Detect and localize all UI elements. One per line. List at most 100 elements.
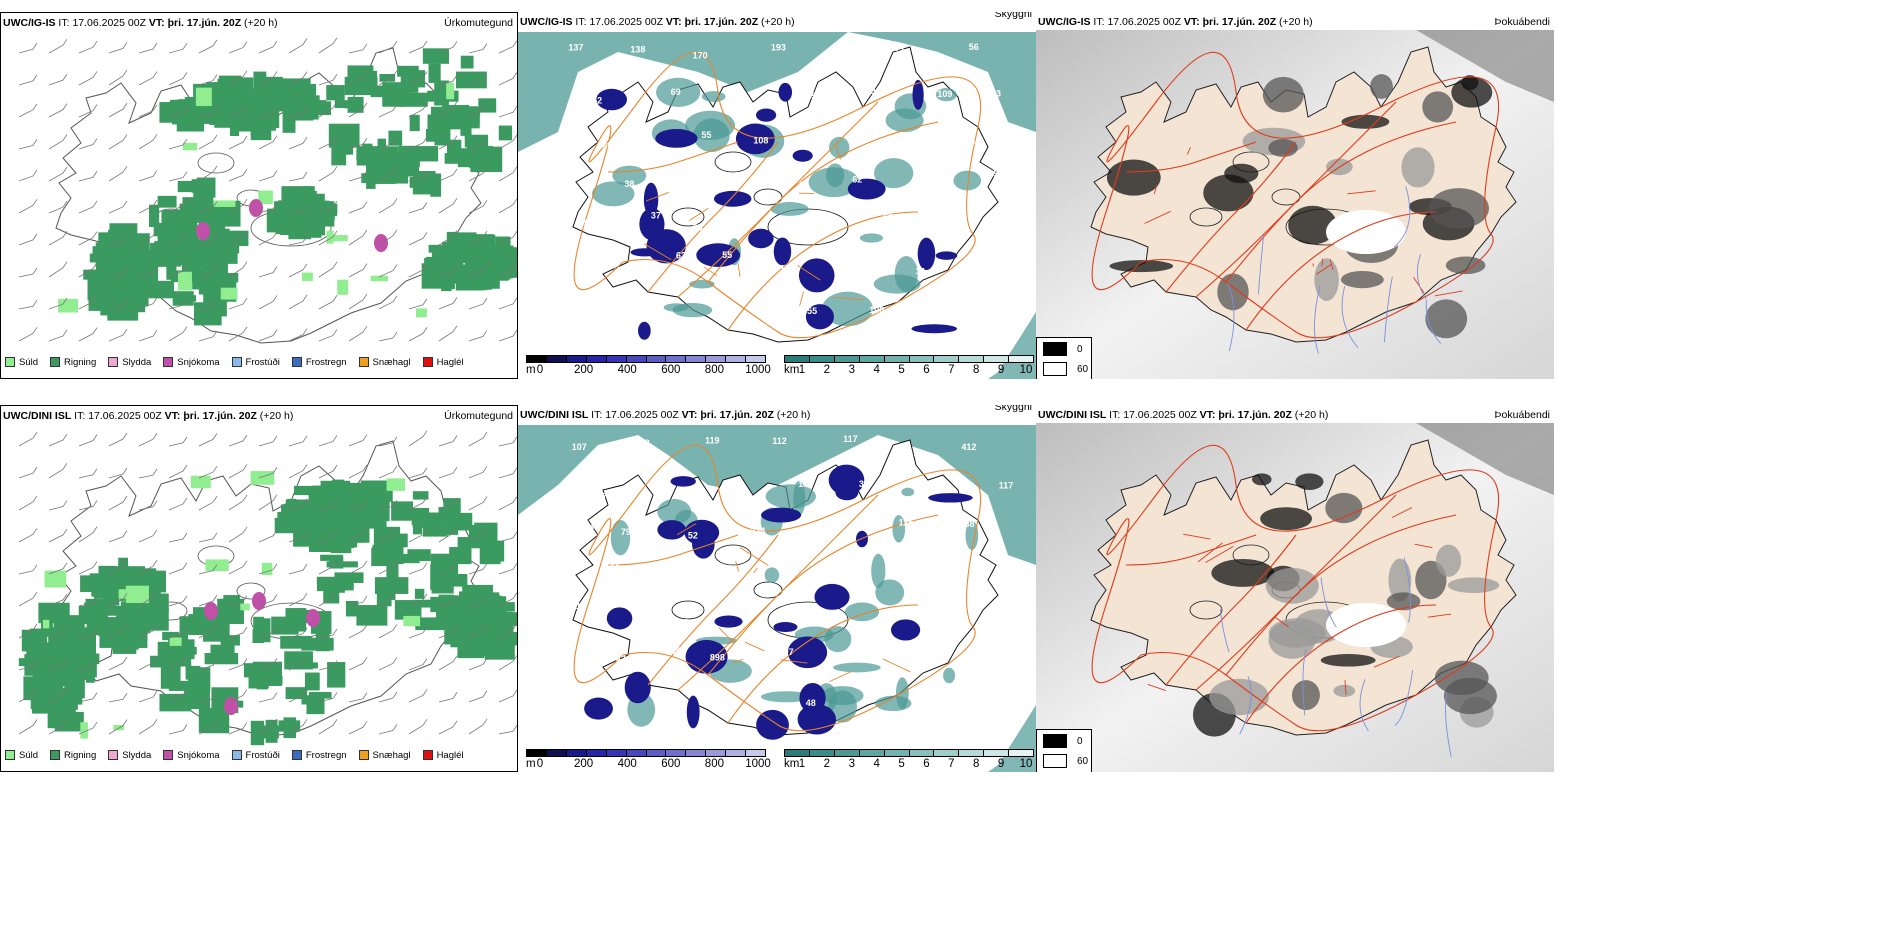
wind-barb [348,229,368,246]
rain-cell [326,85,345,101]
wind-barb [288,235,308,246]
rain-area [316,480,505,631]
cloud-base-value: 36 [692,222,702,232]
rain-cell [372,170,396,184]
panel-header: UWC/DINI ISL IT: 17.06.2025 00Z VT: þri.… [1,406,517,426]
glacier-highlight [1326,210,1406,254]
rain-cell [326,561,358,568]
cloud-base-value: 58 [883,213,893,223]
cloud-base-value: 95 [806,91,816,101]
wind-barb [378,104,398,118]
colorbar-tick-label: 800 [704,758,724,770]
low-cloud-patch [584,697,613,720]
rain-area [143,177,249,326]
rain-cell [153,223,182,237]
legend-item: Frostúði [231,357,280,368]
low-visibility-patch [859,233,884,243]
wind-barb [18,327,38,342]
wind-barb [258,170,278,182]
rain-cell [391,501,413,521]
wind-barb [168,464,188,479]
low-visibility-patch [828,690,857,723]
cloud-base-value: 359 [662,176,677,186]
rain-cell [412,491,429,500]
low-cloud-patch [638,321,651,340]
drizzle-cell [177,271,192,291]
cloud-base-colorbar: m 0 200 400 600 800 1000 [526,355,771,377]
rain-cell [51,692,72,701]
wind-barb [48,626,68,639]
wind-barb [138,134,158,150]
road [1225,121,1457,283]
wind-barb [348,434,368,447]
wind-barb [408,496,428,511]
rain-cell [38,602,70,624]
wind-barb [168,497,188,511]
river [1239,676,1252,735]
valid-time: þri. 17.jún. 20Z [183,410,257,422]
road [882,658,911,673]
fog-blob [1445,256,1486,275]
colorbar-cell [606,356,627,362]
legend-label: Haglél [436,749,464,761]
rain-cell [141,608,169,631]
road [1165,534,1297,686]
wind-barb [348,170,368,182]
wind-barb [288,171,308,182]
road [833,296,864,301]
wind-barb [468,101,488,118]
valid-label: VT: [1183,16,1200,28]
road [718,627,733,642]
fog-blob [1252,473,1272,486]
rain-cell [434,128,451,146]
legend-label: Snjókoma [177,356,220,368]
cloud-base-value: 11 [576,601,586,611]
road-network [573,51,982,339]
wind-barb [258,266,278,278]
legend-item: Snæhagl [358,750,411,761]
fog-legend-label: 60 [1077,363,1089,375]
road [1147,684,1167,691]
legend-label: Frostregn [305,356,347,368]
colorbar-cell [646,356,667,362]
wind-barb [348,325,368,342]
rain-cell [352,519,375,529]
wind-barb [378,590,398,607]
snow-cell [204,602,218,620]
drizzle-cell [261,562,273,575]
rain-cell [468,524,494,549]
precip-type-panel-2: UWC/DINI ISL IT: 17.06.2025 00Z VT: þri.… [0,405,518,772]
precip-type-panel-1: UWC/IG-IS IT: 17.06.2025 00Z VT: þri. 17… [0,12,518,379]
rain-cell [213,100,242,113]
cloud-base-value: 61 [843,265,853,275]
wind-barb [78,628,98,639]
drizzle-cell [403,615,421,627]
init-time: 17.06.2025 00Z [1123,409,1197,421]
wind-barb [348,500,368,511]
wind-barb [438,655,458,671]
colorbar-tick-label: 400 [617,758,637,770]
wind-barb [18,42,38,54]
legend-swatch [422,750,433,760]
rain-cell [457,148,490,168]
rain-cell [183,646,197,655]
wind-barb [168,72,188,86]
wind-barb [138,468,158,479]
fog-blob [1224,163,1259,184]
wind-barb [288,531,308,543]
wind-barb [138,656,158,671]
cloud-base-value: 55 [722,250,732,260]
road [829,671,852,682]
wind-barb [258,40,278,54]
wind-barb [198,564,218,575]
colorbar-tick-label: 9 [997,364,1005,376]
wind-barb [168,628,188,639]
rain-cell [106,617,117,624]
low-visibility-patch [885,108,924,133]
wind-barb [18,299,38,310]
rain-cell [171,99,181,125]
rain-cell [294,485,327,496]
wind-barb [288,564,308,575]
init-label: IT: [591,409,603,421]
wind-barb [138,624,158,639]
